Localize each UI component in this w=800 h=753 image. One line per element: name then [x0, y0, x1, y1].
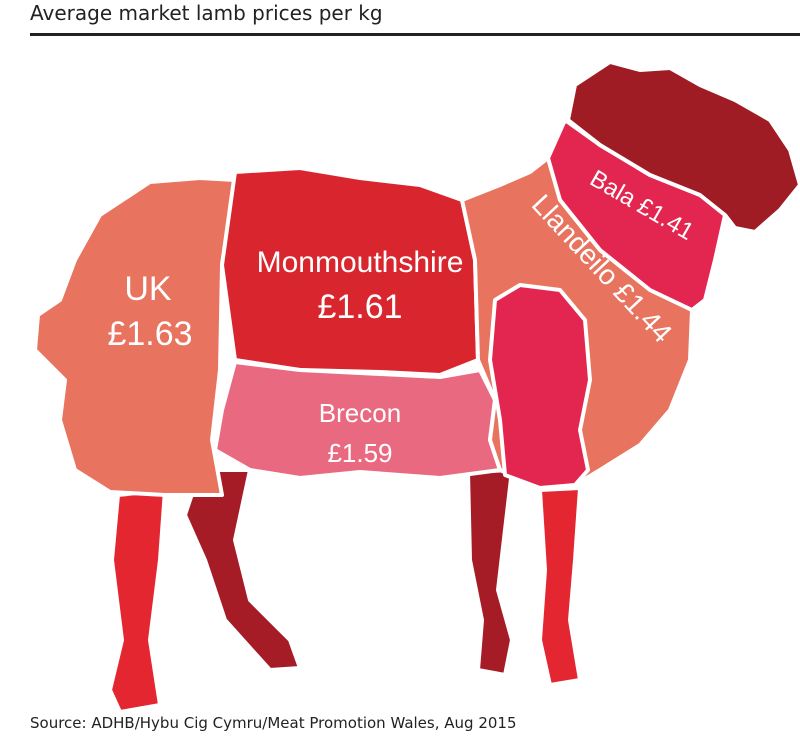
- region-name: Monmouthshire: [257, 246, 464, 279]
- front-leg-far: [466, 468, 514, 677]
- title: Average market lamb prices per kg: [30, 1, 383, 25]
- region-name: Brecon: [319, 398, 401, 428]
- title-rule: [30, 33, 800, 36]
- source: Source: ADHB/Hybu Cig Cymru/Meat Promoti…: [30, 714, 517, 732]
- region-name: UK: [124, 270, 172, 308]
- front-leg-near: [538, 486, 582, 687]
- region-price: £1.61: [317, 288, 402, 326]
- shoulder-piece: [488, 283, 592, 490]
- sheep: [33, 60, 800, 714]
- region-price: £1.59: [327, 438, 392, 468]
- region-price: £1.63: [107, 315, 192, 353]
- head-piece: [566, 60, 800, 234]
- rear-leg-far: [183, 468, 302, 672]
- rear-leg-near: [108, 488, 167, 714]
